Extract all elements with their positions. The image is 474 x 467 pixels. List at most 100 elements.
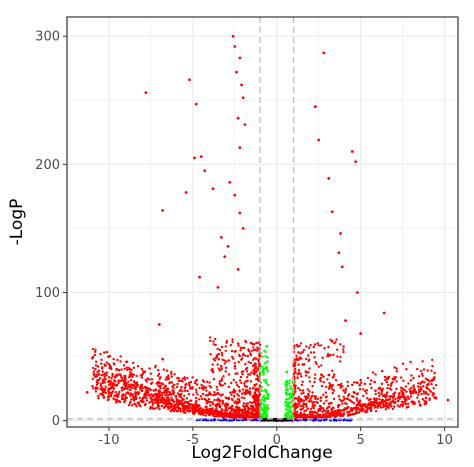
point [197, 409, 200, 412]
point [294, 371, 297, 374]
point [106, 395, 110, 399]
point [227, 412, 230, 416]
point [220, 379, 223, 382]
point [308, 390, 311, 393]
point [433, 371, 436, 375]
point [342, 395, 345, 398]
point [336, 355, 339, 358]
point [315, 400, 318, 404]
point [213, 359, 217, 362]
point [100, 386, 103, 389]
point [362, 388, 365, 391]
point [257, 403, 260, 407]
point [156, 406, 159, 409]
point [300, 375, 303, 378]
point [121, 386, 124, 389]
point [156, 404, 159, 407]
point [363, 382, 367, 386]
point [399, 403, 403, 406]
point [103, 381, 107, 384]
point [220, 394, 223, 397]
point [208, 392, 211, 396]
point [316, 397, 319, 401]
point [183, 389, 187, 392]
point [343, 418, 346, 421]
point [218, 393, 221, 396]
point [181, 390, 184, 393]
point [242, 404, 245, 407]
point [294, 390, 297, 393]
point [255, 383, 258, 386]
point [97, 397, 100, 400]
point [379, 401, 382, 404]
point [299, 404, 302, 408]
point [355, 406, 358, 409]
point [181, 407, 185, 410]
point [291, 414, 294, 417]
point [374, 389, 377, 392]
point [317, 407, 320, 411]
point [331, 414, 335, 417]
point [151, 381, 154, 384]
point [284, 381, 287, 384]
point [306, 407, 309, 410]
point [394, 400, 397, 403]
point [107, 355, 110, 359]
point [355, 397, 359, 400]
point [352, 412, 356, 416]
point [388, 403, 391, 406]
point [230, 397, 234, 400]
point [414, 389, 417, 392]
point [234, 367, 237, 370]
point [292, 382, 295, 385]
point [250, 401, 254, 405]
point [299, 352, 302, 355]
point [313, 380, 316, 384]
point [181, 397, 184, 400]
point [299, 411, 303, 415]
point [170, 396, 173, 399]
point [249, 361, 252, 365]
point [166, 378, 169, 381]
point [266, 356, 269, 359]
point [334, 379, 338, 382]
point [168, 381, 172, 384]
point [236, 407, 240, 410]
point [320, 384, 324, 388]
point [134, 388, 137, 391]
point [415, 391, 418, 395]
point [180, 392, 183, 396]
point [92, 370, 96, 373]
point [130, 387, 133, 390]
point [189, 399, 193, 402]
point [319, 399, 322, 402]
point [349, 399, 352, 402]
point [120, 376, 123, 379]
point [320, 373, 323, 376]
point [257, 399, 260, 403]
point [166, 376, 169, 379]
point [380, 392, 383, 396]
point [328, 382, 331, 385]
point [224, 413, 227, 416]
point [117, 381, 120, 385]
point [253, 393, 256, 396]
point [221, 402, 224, 405]
point [247, 406, 250, 410]
point [359, 404, 362, 408]
point [308, 411, 312, 414]
point [306, 388, 309, 391]
point [119, 360, 122, 363]
point [160, 382, 163, 385]
point [197, 407, 201, 411]
point [308, 380, 312, 383]
point [95, 360, 98, 363]
point [143, 370, 147, 373]
point [292, 373, 295, 376]
point [293, 404, 297, 408]
point [408, 388, 411, 391]
point [427, 393, 430, 396]
point [298, 344, 301, 348]
point [294, 367, 297, 371]
point [285, 405, 289, 408]
